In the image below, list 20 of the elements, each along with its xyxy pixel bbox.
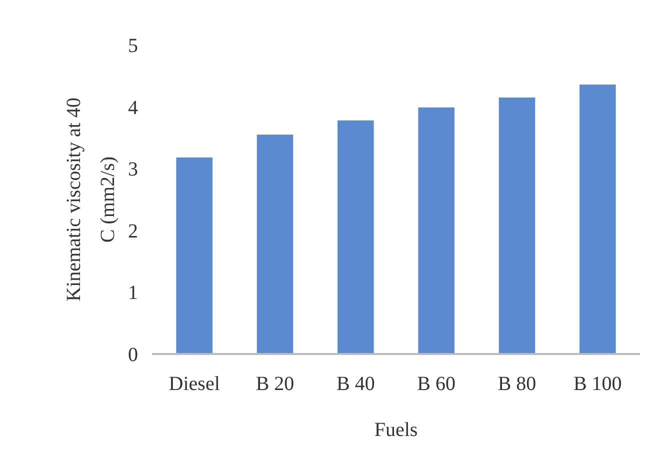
y-tick-label: 2 (128, 220, 138, 242)
y-tick-label: 4 (128, 96, 138, 119)
x-tick-label: B 100 (573, 373, 622, 395)
bar (176, 157, 212, 354)
y-tick-label: 3 (128, 158, 138, 181)
bar (418, 107, 454, 354)
bar (338, 120, 374, 354)
x-tick-label: B 60 (417, 373, 456, 395)
y-tick-label: 0 (128, 344, 138, 366)
y-tick-label: 5 (128, 35, 138, 57)
x-tick-label: B 20 (256, 373, 294, 395)
bar (580, 84, 616, 354)
bar (256, 134, 294, 354)
x-tick-label: Diesel (168, 373, 220, 395)
x-axis-title: Fuels (374, 419, 418, 441)
y-axis-title: Kinematic viscosity at 40 C (mm2/s) (63, 98, 119, 302)
x-tick-label: B 80 (498, 373, 536, 395)
y-tick-label: 1 (128, 282, 138, 304)
bar (498, 98, 536, 354)
x-tick-label: B 40 (336, 373, 375, 395)
